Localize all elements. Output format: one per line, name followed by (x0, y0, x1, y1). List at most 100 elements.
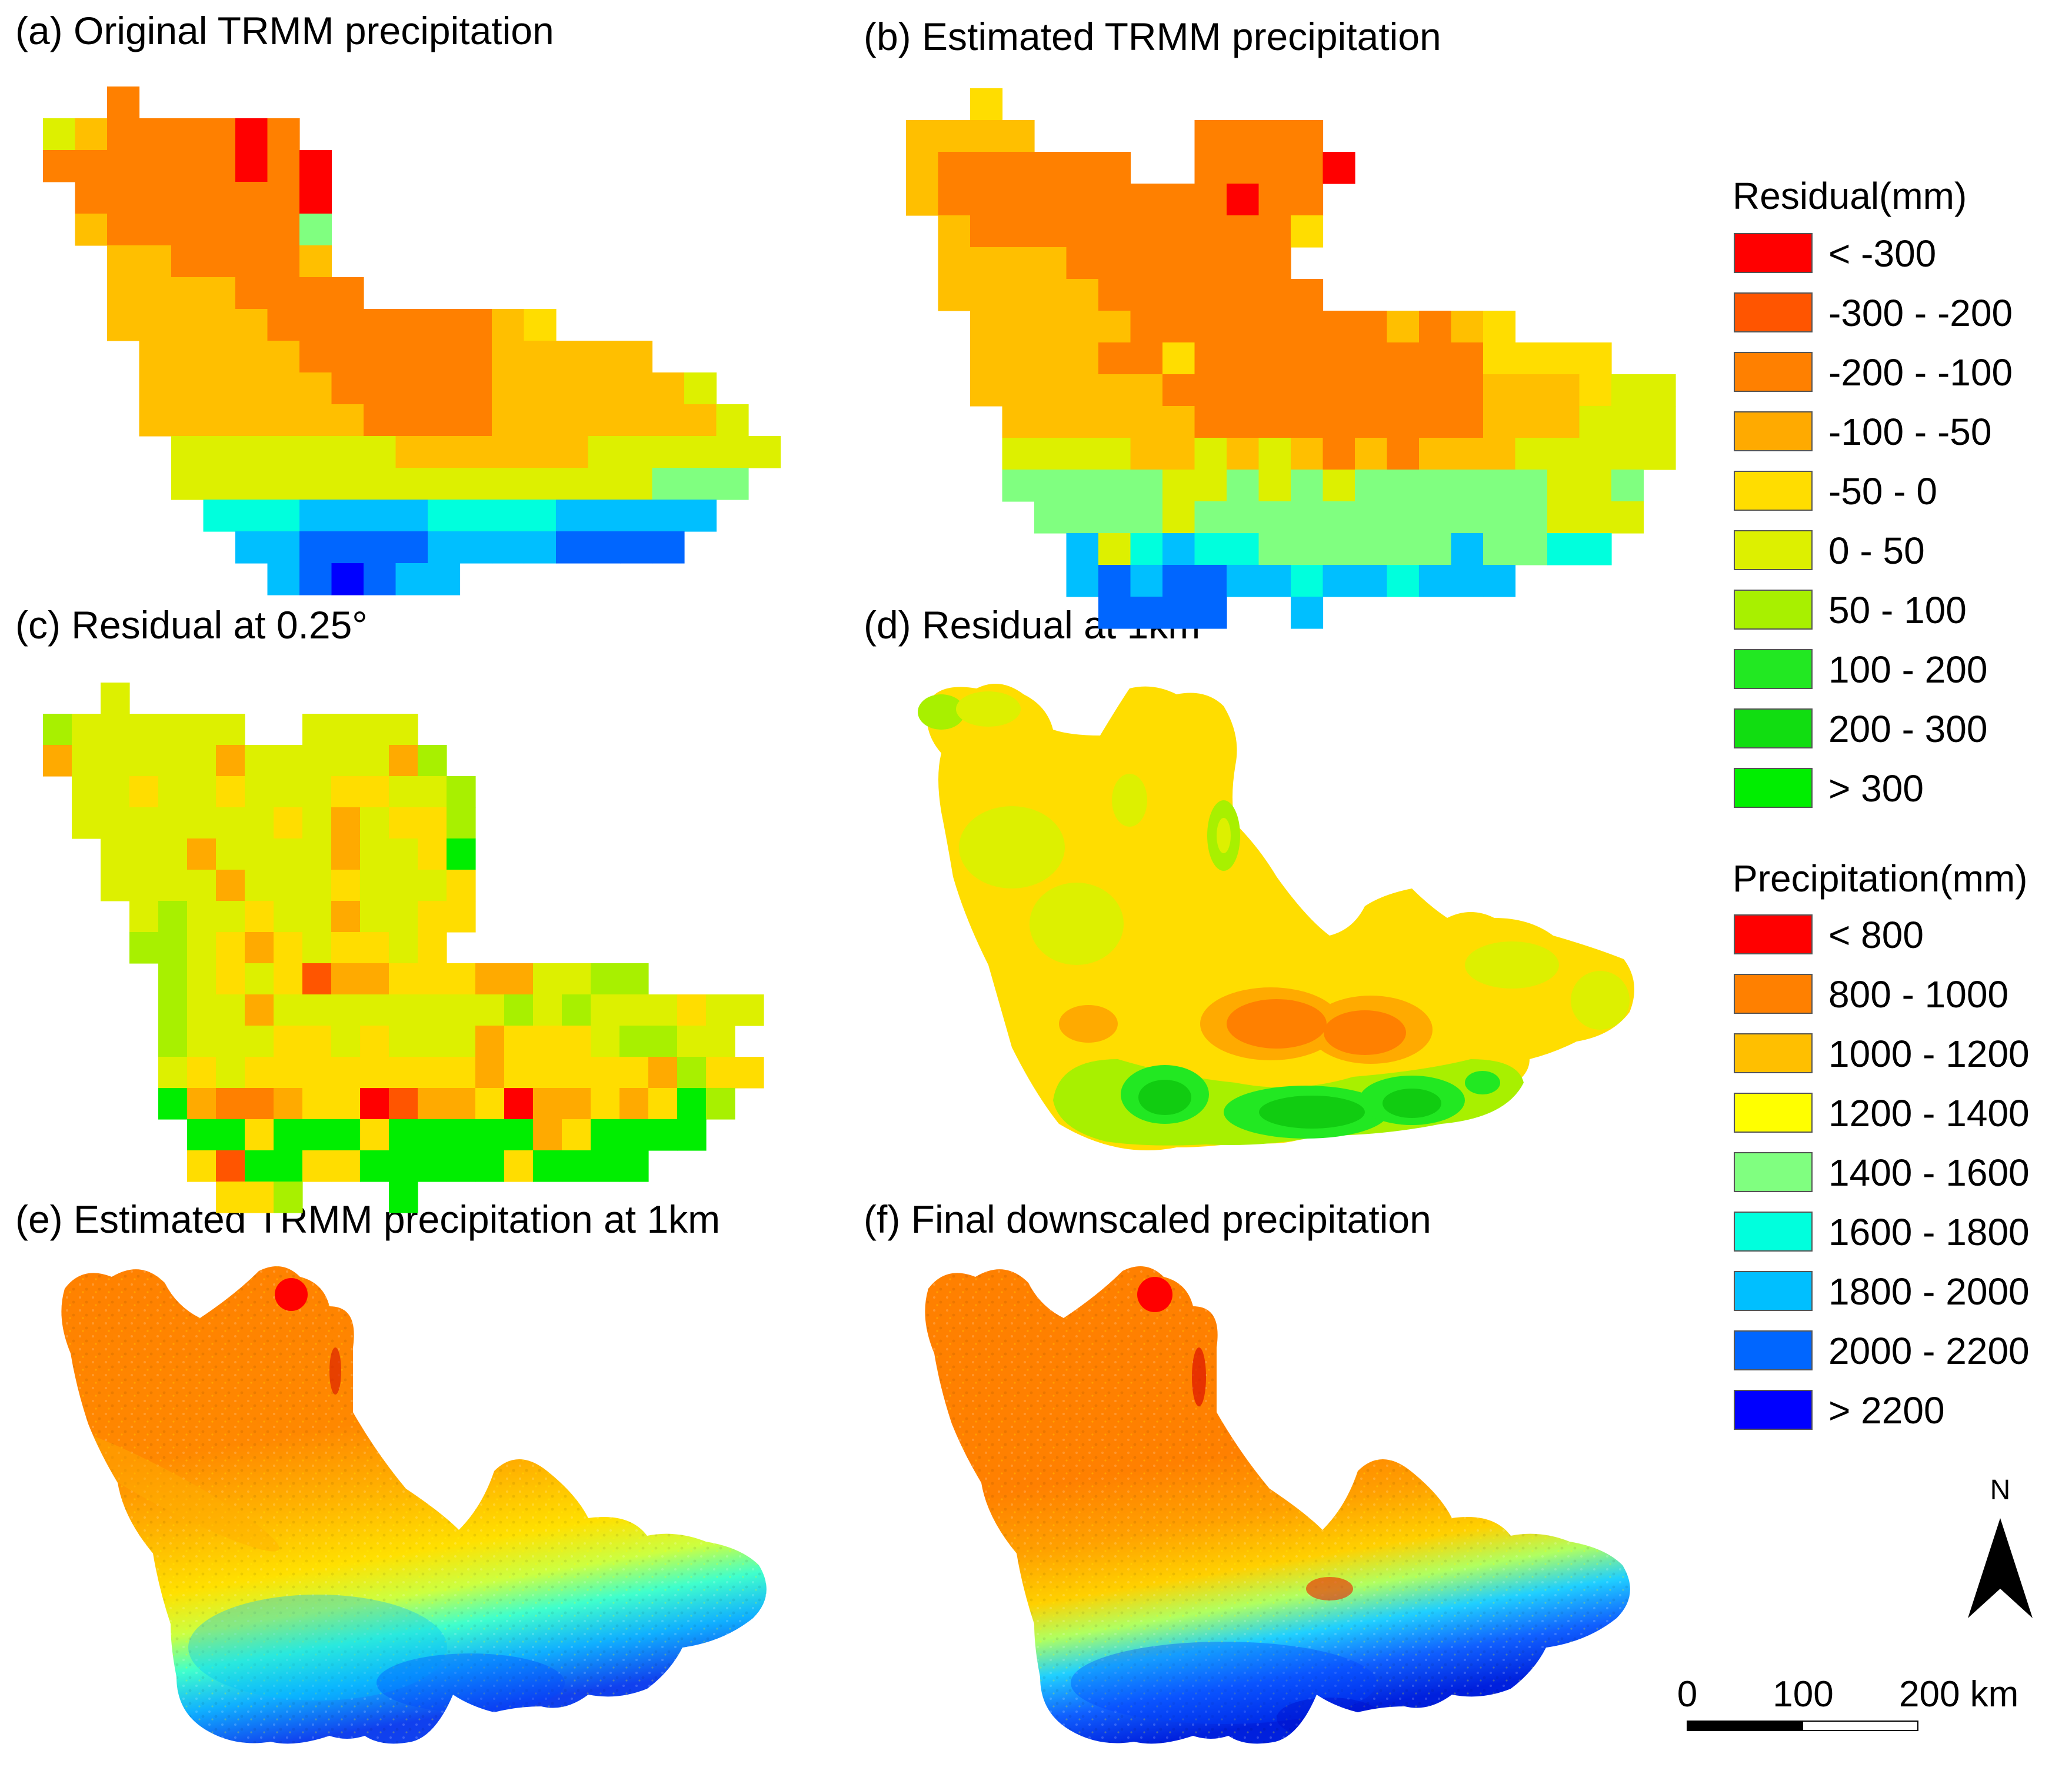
grid-cell (1258, 311, 1291, 343)
grid-cell (1162, 247, 1195, 279)
legend-precipitation-label: > 2200 (1828, 1389, 1945, 1432)
grid-cell (1291, 279, 1324, 311)
grid-cell (1419, 438, 1452, 470)
grid-cell (652, 372, 685, 405)
north-arrow-label: N (1990, 1475, 2011, 1506)
grid-cell (360, 1026, 389, 1057)
grid-cell (1515, 438, 1548, 470)
legend-residual-label: 200 - 300 (1828, 708, 1987, 750)
grid-cell (938, 247, 971, 279)
grid-cell (1291, 374, 1324, 407)
grid-cell (562, 1088, 591, 1120)
legend-residual-label: -50 - 0 (1828, 470, 1937, 513)
grid-cell (1002, 470, 1035, 502)
grid-cell (1034, 406, 1067, 438)
grid-cell (1483, 501, 1516, 534)
grid-cell (267, 563, 300, 595)
grid-cell (677, 1119, 707, 1151)
grid-cell (1227, 247, 1260, 279)
grid-cell (1291, 501, 1324, 534)
grid-cell (588, 436, 621, 468)
legend-residual-label: < -300 (1828, 232, 1936, 275)
grid-cell (428, 468, 461, 500)
map-f-final-downscaled-precipitation (925, 1266, 1630, 1744)
grid-cell (938, 152, 971, 184)
grid-cell (684, 436, 717, 468)
grid-cell (1002, 311, 1035, 343)
grid-cell (1162, 311, 1195, 343)
grid-cell (475, 1057, 505, 1089)
grid-cell (1066, 279, 1099, 311)
grid-cell (267, 372, 300, 405)
grid-cell (129, 714, 159, 746)
legend-residual-swatch (1734, 352, 1813, 392)
grid-cell (504, 1088, 534, 1120)
legend-residual: Residual(mm) < -300 -300 - -200 -200 - -10… (1733, 175, 2013, 810)
legend-precipitation-label: 2000 - 2200 (1828, 1330, 2030, 1372)
grid-cell (245, 901, 274, 933)
grid-cell (418, 807, 447, 839)
grid-cell (274, 1182, 303, 1213)
grid-cell (43, 745, 72, 777)
grid-cell (428, 500, 461, 532)
legend-residual-label: 0 - 50 (1828, 530, 1925, 572)
grid-cell (331, 531, 364, 564)
grid-cell (1323, 565, 1355, 597)
grid-cell (524, 341, 557, 373)
grid-cell (331, 963, 361, 995)
grid-cell (652, 500, 685, 532)
grid-cell (395, 500, 428, 532)
grid-cell (216, 994, 245, 1026)
grid-cell (1130, 247, 1163, 279)
grid-cell (533, 963, 562, 995)
grid-cell (302, 932, 332, 964)
grid-cell (1034, 470, 1067, 502)
legend-precipitation-swatch (1734, 1093, 1813, 1133)
grid-cell (216, 1150, 245, 1182)
grid-cell (139, 372, 172, 405)
grid-cell (235, 341, 268, 373)
grid-cell (970, 120, 1003, 152)
grid-cell (1162, 438, 1195, 470)
grid-cell (171, 468, 204, 500)
legend-residual-swatch (1734, 530, 1813, 570)
grid-cell (267, 500, 300, 532)
grid-cell (171, 182, 204, 214)
grid-cell (1002, 184, 1035, 216)
grid-cell (360, 745, 389, 777)
grid-cell (274, 870, 303, 901)
grid-cell (620, 531, 653, 564)
grid-cell (267, 150, 300, 182)
grid-cell (389, 745, 418, 777)
grid-cell (556, 468, 589, 500)
grid-cell (1387, 470, 1420, 502)
grid-cell (716, 436, 749, 468)
grid-cell (1579, 374, 1612, 407)
grid-cell (331, 1057, 361, 1089)
grid-cell (139, 214, 172, 246)
grid-cell (1515, 342, 1548, 375)
grid-cell (331, 870, 361, 901)
grid-cell (389, 1182, 418, 1213)
grid-cell (129, 838, 159, 870)
grid-cell (267, 277, 300, 310)
grid-cell (1066, 342, 1099, 375)
grid-cell (1387, 311, 1420, 343)
grid-cell (588, 468, 621, 500)
grid-cell (447, 994, 476, 1026)
grid-cell (1355, 374, 1388, 407)
grid-cell (1291, 438, 1324, 470)
grid-cell (389, 714, 418, 746)
grid-cell (299, 404, 332, 437)
grid-cell (1130, 311, 1163, 343)
grid-cell (706, 1026, 735, 1057)
grid-cell (1291, 120, 1324, 152)
grid-cell (1194, 374, 1227, 407)
grid-cell (331, 1026, 361, 1057)
grid-cell (447, 901, 476, 933)
grid-cell (187, 870, 216, 901)
grid-cell (1258, 565, 1291, 597)
grid-cell (1579, 501, 1612, 534)
grid-cell (1323, 406, 1355, 438)
grid-cell (970, 88, 1003, 121)
